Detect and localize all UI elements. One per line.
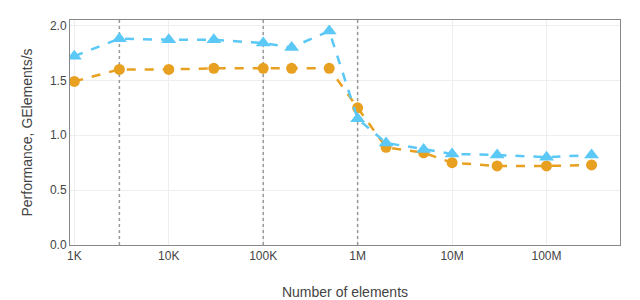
svg-text:Number of elements: Number of elements xyxy=(282,284,408,300)
svg-text:Performance, GElements/s: Performance, GElements/s xyxy=(19,48,35,216)
svg-text:0.0: 0.0 xyxy=(50,238,67,252)
svg-text:0.5: 0.5 xyxy=(50,183,67,197)
svg-text:1M: 1M xyxy=(349,249,366,263)
svg-text:100K: 100K xyxy=(249,249,277,263)
svg-text:10K: 10K xyxy=(158,249,179,263)
svg-text:10M: 10M xyxy=(440,249,463,263)
svg-text:1K: 1K xyxy=(67,249,82,263)
svg-text:2.0: 2.0 xyxy=(50,19,67,33)
svg-text:1.0: 1.0 xyxy=(50,128,67,142)
svg-text:100M: 100M xyxy=(531,249,561,263)
svg-text:1.5: 1.5 xyxy=(50,74,67,88)
